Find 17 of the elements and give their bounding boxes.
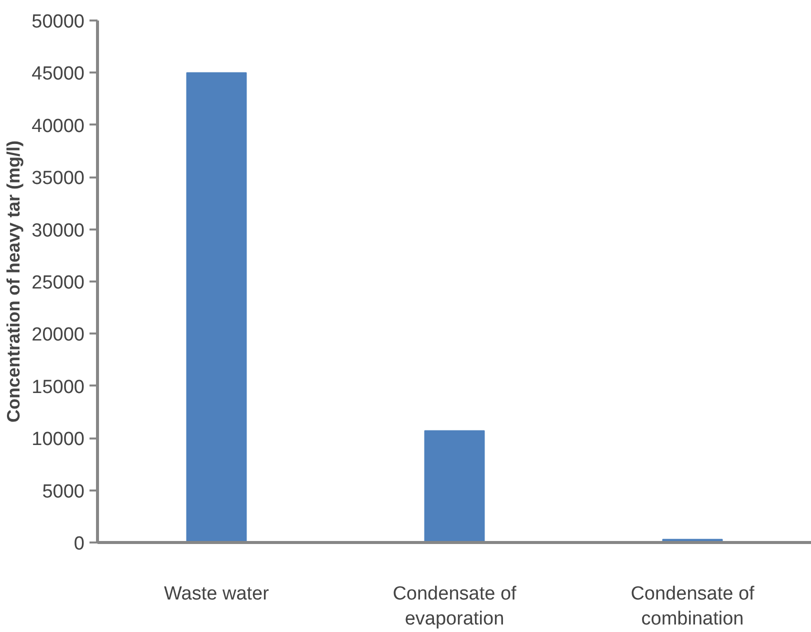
x-tick-label: Condensate of evaporation [392, 584, 518, 630]
bar [424, 430, 485, 542]
y-tick-label: 5000 [42, 481, 85, 502]
y-tick-label: 30000 [32, 220, 85, 242]
y-tick-label: 25000 [32, 272, 85, 294]
y-tick-label: 50000 [32, 12, 85, 32]
y-axis-title: Concentration of heavy tar (mg/l) [4, 140, 24, 423]
y-tick-label: 35000 [32, 168, 85, 190]
x-tick-label: Condensate of combination [630, 584, 756, 630]
y-tick-label: 45000 [32, 64, 85, 85]
y-tick-label: 15000 [32, 376, 85, 398]
y-tick-label: 10000 [32, 429, 85, 450]
bar [186, 72, 247, 542]
y-tick-label: 0 [74, 534, 85, 554]
y-tick-label: 20000 [32, 324, 85, 346]
x-tick-label: Waste water [164, 584, 270, 604]
y-tick-label: 40000 [32, 116, 85, 137]
